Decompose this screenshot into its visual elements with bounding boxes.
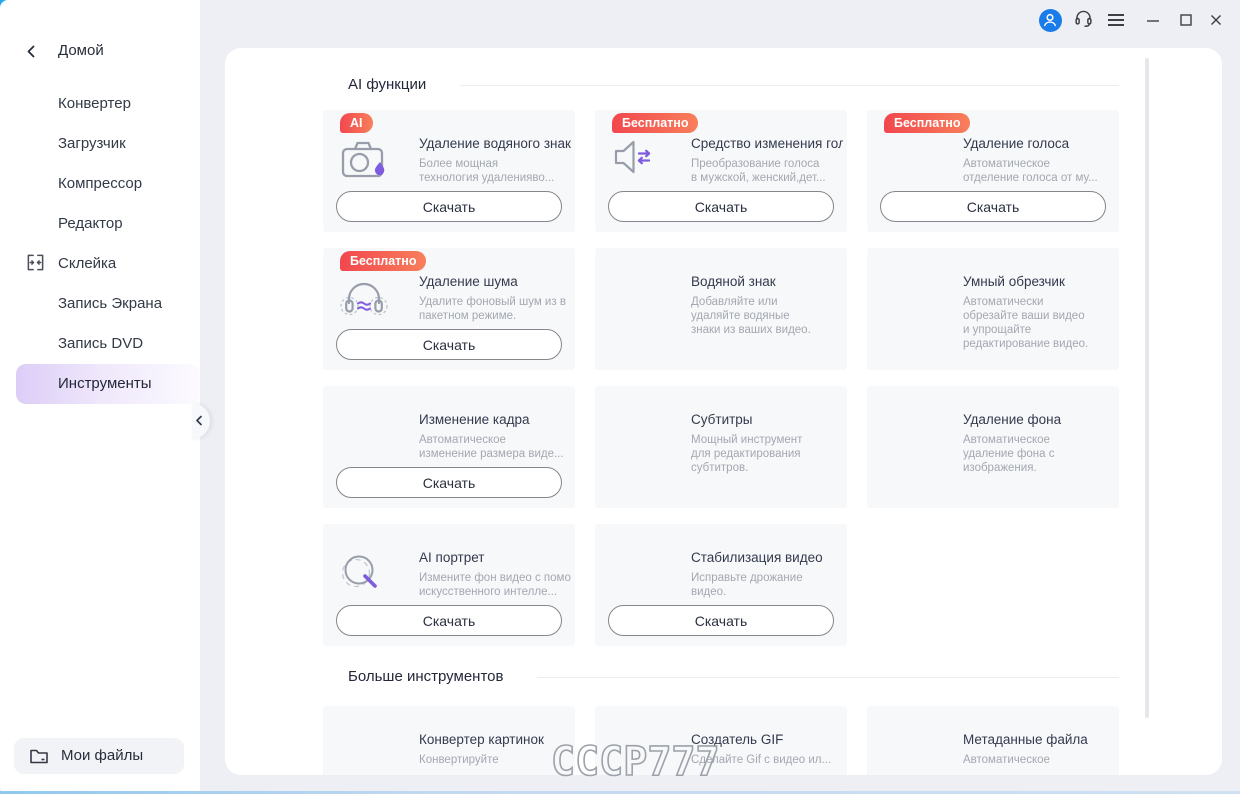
- card-title: Метаданные файла: [963, 732, 1088, 747]
- free-badge: Бесплатно: [612, 113, 699, 133]
- window-bottom-edge: [0, 791, 1240, 794]
- sidebar-item-editor[interactable]: Редактор: [58, 215, 123, 232]
- ai-tools-grid: AI Удаление водяного знак... Более мощна…: [323, 110, 1119, 646]
- card-title: Водяной знак: [691, 274, 776, 289]
- home-label: Домой: [58, 42, 104, 59]
- card-title: Удаление фона: [963, 412, 1062, 427]
- card-title: Средство изменения гол...: [691, 136, 843, 151]
- sidebar-item-tools-selected[interactable]: Инструменты: [16, 364, 200, 404]
- content-panel: AI функции AI Удаление водяного знак... …: [225, 48, 1222, 775]
- tool-card-vocal-remover[interactable]: Бесплатно Удаление голоса Автоматическое…: [867, 110, 1119, 232]
- sidebar-item-merger[interactable]: Склейка: [58, 255, 117, 272]
- card-desc: Измените фон видео с помо искусственного…: [419, 572, 571, 598]
- card-title: Изменение кадра: [419, 412, 530, 427]
- maximize-button[interactable]: [1174, 8, 1198, 32]
- support-button[interactable]: [1071, 8, 1095, 32]
- download-button[interactable]: Скачать: [336, 191, 562, 222]
- card-title: Конвертер картинок: [419, 732, 544, 747]
- card-desc: Добавляйте или удаляйте водяные знаки из…: [691, 296, 811, 336]
- tool-card-watermark-editor[interactable]: Водяной знак Добавляйте или удаляйте вод…: [595, 248, 847, 370]
- tool-card-image-converter[interactable]: Конвертер картинок Конвертируйте: [323, 706, 575, 775]
- card-title: AI портрет: [419, 550, 485, 565]
- voice-changer-speaker-icon: [609, 136, 665, 188]
- download-button[interactable]: Скачать: [336, 329, 562, 360]
- account-avatar-icon: [1038, 8, 1062, 32]
- card-desc: Более мощная технология удаленияво...: [419, 158, 555, 184]
- card-desc: Конвертируйте: [419, 754, 499, 766]
- ai-badge: AI: [340, 113, 373, 133]
- ai-portrait-icon: [337, 550, 393, 602]
- close-icon: [1211, 15, 1221, 25]
- card-desc: Удалите фоновый шум из в пакетном режиме…: [419, 296, 566, 322]
- card-desc: Исправьте дрожание видео.: [691, 572, 803, 598]
- sidebar: Домой Конвертер Загрузчик Компрессор Ред…: [0, 0, 200, 794]
- more-tools-grid: Конвертер картинок Конвертируйте Создате…: [323, 706, 1119, 775]
- tool-card-subtitles[interactable]: Субтитры Мощный инструмент для редактиро…: [595, 386, 847, 508]
- my-files-label: Мои файлы: [61, 747, 144, 764]
- download-button[interactable]: Скачать: [608, 191, 834, 222]
- tool-card-voice-changer[interactable]: Бесплатно Средство изменения гол... Прео…: [595, 110, 847, 232]
- tool-card-smart-trimmer[interactable]: Умный обрезчик Автоматически обрезайте в…: [867, 248, 1119, 370]
- sidebar-item-screen-record[interactable]: Запись Экрана: [58, 295, 163, 312]
- card-desc: Автоматическое удаление фона с изображен…: [963, 434, 1055, 474]
- card-title: Удаление шума: [419, 274, 518, 289]
- free-badge: Бесплатно: [884, 113, 971, 133]
- minimize-button[interactable]: [1141, 8, 1165, 32]
- card-title: Удаление голоса: [963, 136, 1070, 151]
- tool-card-auto-reframe[interactable]: Изменение кадра Автоматическое изменение…: [323, 386, 575, 508]
- card-desc: Сделайте Gif с видео ил...: [691, 754, 832, 766]
- download-button[interactable]: Скачать: [608, 605, 834, 636]
- sidebar-item-converter[interactable]: Конвертер: [58, 95, 131, 112]
- sidebar-item-dvd-record[interactable]: Запись DVD: [58, 335, 144, 352]
- tool-card-background-remover[interactable]: Удаление фона Автоматическое удаление фо…: [867, 386, 1119, 508]
- maximize-icon: [1180, 14, 1192, 26]
- sidebar-home-button[interactable]: Домой: [0, 38, 200, 66]
- card-title: Стабилизация видео: [691, 550, 823, 565]
- card-title: Умный обрезчик: [963, 274, 1065, 289]
- sidebar-collapse-handle[interactable]: [192, 403, 210, 439]
- section-divider: [460, 85, 1119, 86]
- card-desc: Мощный инструмент для редактирования суб…: [691, 434, 803, 474]
- watermark: СССР777: [550, 738, 720, 786]
- hamburger-menu-icon: [1108, 13, 1124, 16]
- close-button[interactable]: [1204, 8, 1228, 32]
- headset-support-icon: [1073, 7, 1094, 34]
- camera-watermark-icon: [337, 136, 393, 188]
- hamburger-menu-button[interactable]: [1104, 8, 1128, 32]
- card-desc: Преобразование голоса в мужской, женский…: [691, 158, 826, 184]
- section-title-ai-functions: AI функции: [348, 76, 427, 93]
- card-title: Удаление водяного знак...: [419, 136, 571, 151]
- noise-removal-headphones-icon: [337, 274, 393, 326]
- card-title: Субтитры: [691, 412, 753, 427]
- tool-card-gif-maker[interactable]: Создатель GIF Сделайте Gif с видео ил...: [595, 706, 847, 775]
- download-button[interactable]: Скачать: [880, 191, 1106, 222]
- section-divider: [537, 677, 1119, 678]
- titlebar: [1028, 0, 1240, 40]
- sidebar-item-downloader[interactable]: Загрузчик: [58, 135, 126, 152]
- card-desc: Автоматически обрезайте ваши видео и упр…: [963, 296, 1089, 350]
- minimize-icon: [1147, 20, 1159, 22]
- download-button[interactable]: Скачать: [336, 467, 562, 498]
- tool-card-file-metadata[interactable]: Метаданные файла Автоматическое: [867, 706, 1119, 775]
- tool-card-noise-remover[interactable]: Бесплатно Удаление шума Удалите фоновый …: [323, 248, 575, 370]
- merge-icon: [26, 253, 45, 277]
- free-badge: Бесплатно: [340, 251, 427, 271]
- folder-icon: [29, 747, 49, 770]
- download-button[interactable]: Скачать: [336, 605, 562, 636]
- card-title: Создатель GIF: [691, 732, 784, 747]
- tool-card-ai-portrait[interactable]: AI портрет Измените фон видео с помо иск…: [323, 524, 575, 646]
- card-desc: Автоматическое отделение голоса от му...: [963, 158, 1098, 184]
- tool-card-watermark-remover[interactable]: AI Удаление водяного знак... Более мощна…: [323, 110, 575, 232]
- account-button[interactable]: [1038, 8, 1062, 32]
- card-desc: Автоматическое изменение размера виде...: [419, 434, 564, 460]
- scrollbar-thumb[interactable]: [1145, 58, 1149, 718]
- my-files-button[interactable]: Мои файлы: [14, 738, 184, 774]
- tool-card-video-stabilizer[interactable]: Стабилизация видео Исправьте дрожание ви…: [595, 524, 847, 646]
- section-title-more-tools: Больше инструментов: [348, 668, 504, 685]
- card-desc: Автоматическое: [963, 754, 1050, 766]
- back-chevron-icon: [26, 45, 36, 63]
- sidebar-item-compressor[interactable]: Компрессор: [58, 175, 143, 192]
